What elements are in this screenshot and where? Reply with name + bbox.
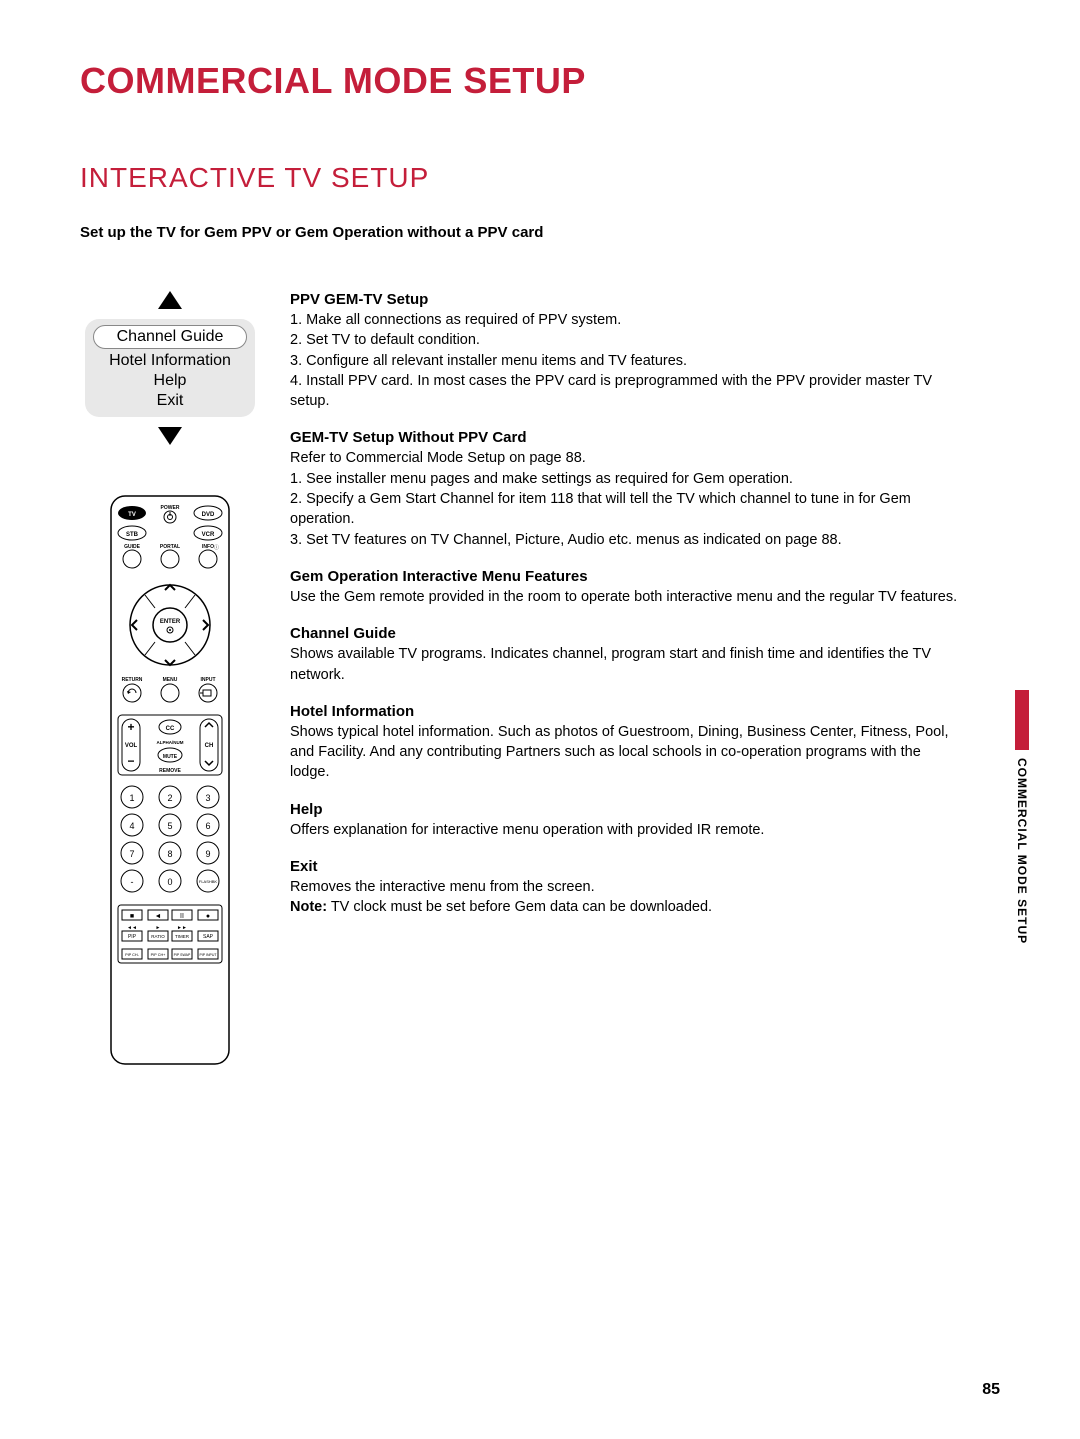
heading-hotel-info: Hotel Information [290,703,960,720]
svg-text:INPUT: INPUT [201,677,216,683]
red-tab-marker [1015,690,1029,750]
svg-text:3: 3 [205,793,210,803]
remote-dvd-label: DVD [202,512,215,518]
svg-text:►: ► [156,925,161,931]
heading-ppv-gem: PPV GEM-TV Setup [290,291,960,308]
svg-text:REMOVE: REMOVE [159,768,181,774]
svg-text:◄◄: ◄◄ [127,925,137,931]
menu-item-channel-guide: Channel Guide [93,325,247,349]
arrow-up-icon [158,291,182,309]
text-line: Removes the interactive menu from the sc… [290,877,960,897]
svg-text:MENU: MENU [163,677,178,683]
svg-text:RETURN: RETURN [122,677,143,683]
svg-text:●: ● [206,913,210,920]
menu-item-hotel-info: Hotel Information [93,351,247,371]
svg-text:4: 4 [129,821,134,831]
heading-gem-no-ppv: GEM-TV Setup Without PPV Card [290,429,960,446]
text-line: Offers explanation for interactive menu … [290,820,960,840]
note-prefix: Note: [290,899,327,915]
svg-text:+: + [127,720,134,734]
note-line: Note: TV clock must be set before Gem da… [290,897,960,917]
interactive-menu-box: Channel Guide Hotel Information Help Exi… [85,319,255,417]
svg-text:PORTAL: PORTAL [160,544,180,550]
section-title: INTERACTIVE TV SETUP [80,162,1000,194]
heading-help: Help [290,801,960,818]
text-line: 2. Set TV to default condition. [290,330,960,350]
svg-text:CC: CC [166,726,175,732]
text-line: 1. Make all connections as required of P… [290,310,960,330]
subtitle: Set up the TV for Gem PPV or Gem Operati… [80,224,1000,241]
menu-item-exit: Exit [93,391,247,411]
arrow-down-icon [158,427,182,445]
svg-text:PIP SWAP: PIP SWAP [174,953,191,957]
svg-text:PIP: PIP [128,934,137,940]
svg-text:ALPHA/NUM: ALPHA/NUM [157,740,184,745]
svg-text:MUTE: MUTE [163,754,178,760]
svg-text:VOL: VOL [125,743,138,749]
svg-text:PIP CH-: PIP CH- [125,953,140,957]
svg-text:PIP CH+: PIP CH+ [151,953,167,957]
svg-text:6: 6 [205,821,210,831]
remote-vcr-label: VCR [202,532,215,538]
text-line: Shows available TV programs. Indicates c… [290,644,960,685]
svg-text:ⓘ: ⓘ [214,544,219,551]
page-number: 85 [982,1381,1000,1399]
body-content: PPV GEM-TV Setup 1. Make all connections… [290,291,1000,1065]
svg-text:-: - [131,877,134,887]
text-line: Use the Gem remote provided in the room … [290,587,960,607]
svg-text:−: − [127,754,134,768]
text-line: 1. See installer menu pages and make set… [290,469,960,489]
text-line: 2. Specify a Gem Start Channel for item … [290,489,960,530]
heading-gem-features: Gem Operation Interactive Menu Features [290,568,960,585]
svg-text:SAP: SAP [203,934,214,940]
svg-text:1: 1 [129,793,134,803]
side-section-label: COMMERCIAL MODE SETUP [1015,758,1029,944]
remote-power-label: POWER [161,505,180,511]
svg-text:9: 9 [205,849,210,859]
text-line: Refer to Commercial Mode Setup on page 8… [290,448,960,468]
remote-illustration: TV POWER DVD STB VCR GUIDE PORTAL INFO [110,495,230,1065]
text-line: 3. Set TV features on TV Channel, Pictur… [290,530,960,550]
remote-tv-label: TV [128,512,136,518]
heading-channel-guide: Channel Guide [290,625,960,642]
svg-text:RATIO: RATIO [151,934,165,939]
menu-item-help: Help [93,371,247,391]
svg-text:GUIDE: GUIDE [124,544,141,550]
svg-text:0: 0 [167,877,172,887]
svg-text:PIP INPUT: PIP INPUT [199,953,217,957]
svg-text:►►: ►► [177,925,187,931]
svg-text:CH: CH [205,743,214,749]
side-tab: COMMERCIAL MODE SETUP [1012,690,1032,944]
svg-text:■: ■ [130,913,134,920]
remote-stb-label: STB [126,532,139,538]
text-line: Shows typical hotel information. Such as… [290,722,960,783]
svg-text:8: 8 [167,849,172,859]
svg-text:5: 5 [167,821,172,831]
svg-text:FLASHBK: FLASHBK [199,879,218,884]
svg-text:◄: ◄ [155,913,162,920]
heading-exit: Exit [290,858,960,875]
svg-text:INFO: INFO [202,544,214,550]
text-line: 3. Configure all relevant installer menu… [290,351,960,371]
svg-text:ENTER: ENTER [160,619,181,625]
svg-text:TIMER: TIMER [175,934,190,939]
svg-text:7: 7 [129,849,134,859]
text-line: 4. Install PPV card. In most cases the P… [290,371,960,412]
note-text: TV clock must be set before Gem data can… [327,899,712,915]
svg-text:2: 2 [167,793,172,803]
page-title: COMMERCIAL MODE SETUP [80,60,1000,102]
svg-text:II: II [180,913,184,920]
